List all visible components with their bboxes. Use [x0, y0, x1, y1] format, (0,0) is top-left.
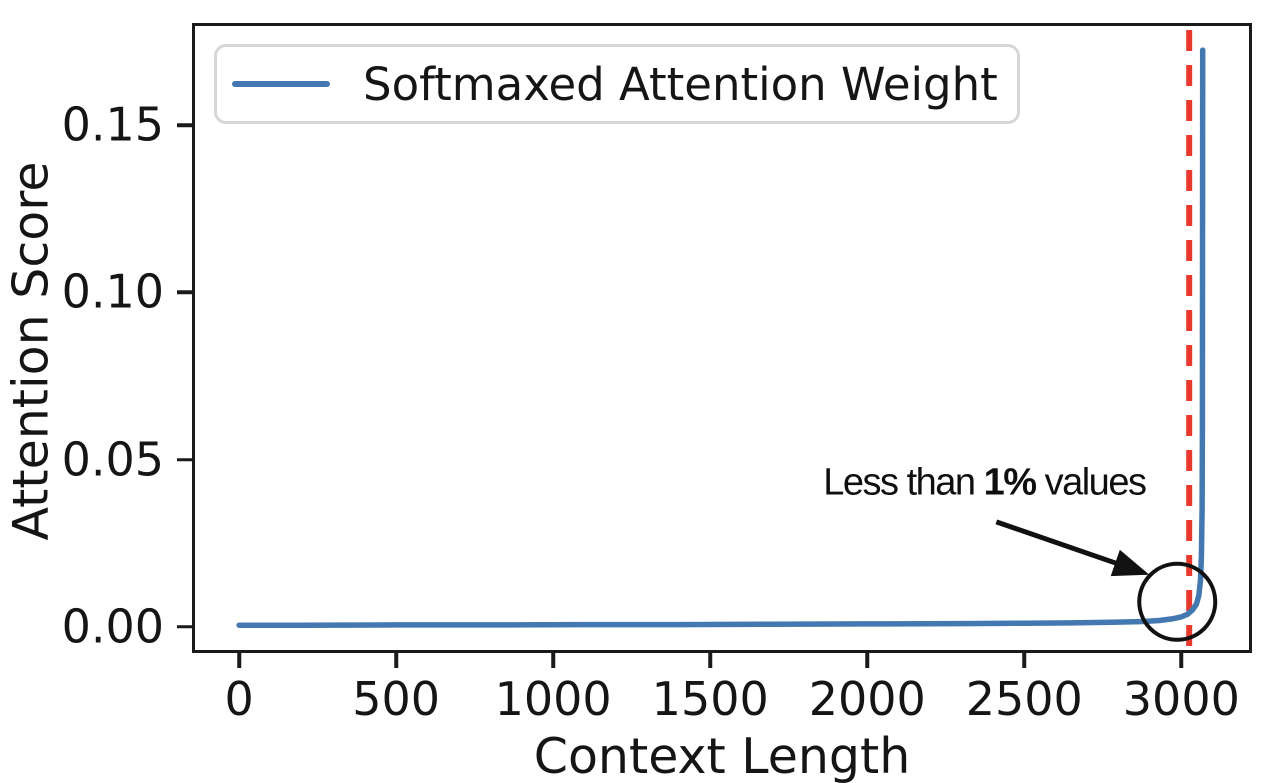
y-axis-label: Attention Score [2, 161, 60, 541]
annotation-text-part: values [1035, 461, 1147, 504]
x-tick-label: 3000 [1122, 672, 1240, 726]
y-tick-mark [177, 123, 192, 127]
x-tick-label: 500 [352, 672, 441, 726]
x-tick-mark [551, 653, 555, 668]
x-tick-label: 1000 [494, 672, 612, 726]
x-tick-label: 2500 [965, 672, 1083, 726]
annotation-text-part: 1% [983, 461, 1037, 504]
y-tick-label: 0.15 [61, 97, 164, 152]
y-tick-label: 0.10 [61, 265, 164, 320]
x-tick-mark [865, 653, 869, 668]
x-tick-mark [1022, 653, 1027, 668]
y-tick-mark [177, 290, 192, 295]
annotation-arrowhead-icon [1110, 549, 1150, 577]
legend: Softmaxed Attention Weight [214, 44, 1020, 124]
x-tick-label: 1500 [651, 672, 769, 726]
x-tick-mark [237, 653, 241, 668]
highlight-circle [1137, 561, 1218, 642]
legend-line-sample-icon [232, 81, 330, 87]
annotation-text-part: Less than [823, 461, 984, 504]
y-tick-label: 0.00 [61, 599, 164, 654]
x-tick-mark [1179, 653, 1184, 668]
y-tick-mark [177, 625, 192, 629]
y-tick-label: 0.05 [61, 432, 164, 487]
y-tick-mark [177, 457, 192, 462]
x-tick-mark [708, 653, 712, 668]
x-tick-mark [394, 653, 398, 668]
x-tick-label: 2000 [808, 672, 926, 726]
legend-entry-label: Softmaxed Attention Weight [363, 57, 998, 111]
x-axis-label: Context Length [533, 728, 911, 783]
x-tick-label: 0 [224, 672, 254, 726]
annotation-arrow-line [995, 519, 1124, 568]
attention-curve-line [236, 47, 1206, 628]
annotation-text: Less than 1% values [823, 461, 1147, 505]
